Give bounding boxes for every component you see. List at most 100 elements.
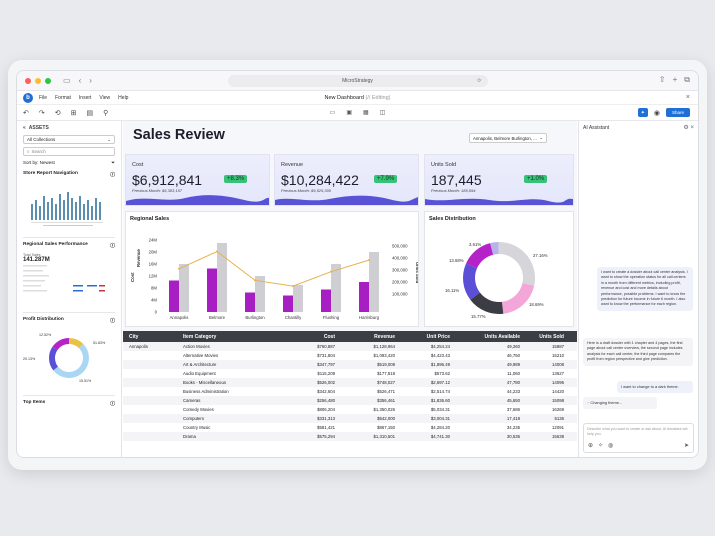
y-tick-label: 24M: [149, 238, 158, 243]
asset-card-profit-distribution[interactable]: Profit Distribution ⓘ 12.52% 51.83% 20.13…: [23, 317, 115, 387]
table-row[interactable]: Cameras $256,480 $356,461 $1,836.60 45,650 15…: [123, 396, 577, 405]
send-icon[interactable]: ➤: [683, 443, 689, 449]
kpi-units-sold[interactable]: Units Sold 187,445 +1.0% Previous Month:…: [424, 154, 574, 206]
kpi-value: $6,912,841: [132, 172, 203, 188]
bar-revenue: [217, 243, 227, 312]
col-header-cost[interactable]: Cost: [323, 333, 335, 340]
redo-icon[interactable]: ↷: [38, 109, 45, 117]
filter-icon[interactable]: ⏷: [111, 160, 115, 165]
table-cell: 15638: [552, 434, 564, 439]
insert-shape-icon[interactable]: ◫: [379, 110, 386, 116]
close-window-button[interactable]: [25, 77, 31, 84]
asset-card-top-items[interactable]: Top Items ⓘ: [23, 400, 115, 407]
preview-eye-icon[interactable]: ◉: [653, 109, 660, 117]
table-row[interactable]: Comedy Movies $806,204 $1,350,026 $5,034.31…: [123, 405, 577, 414]
mic-icon[interactable]: ◍: [608, 443, 614, 449]
insert-image-icon[interactable]: ▣: [346, 110, 352, 116]
back-icon[interactable]: ‹: [78, 76, 82, 85]
kpi-revenue[interactable]: Revenue $10,284,422 +7.9% Previous Month…: [274, 154, 419, 206]
table-row[interactable]: Books - Miscellaneous $526,002 $748,027 $2,…: [123, 378, 577, 387]
add-data-icon[interactable]: ⊞: [70, 109, 77, 117]
insert-visual-icon[interactable]: ▦: [363, 110, 369, 116]
asset-card-regional-sales[interactable]: Regional Sales Performance ⓘ Total Sales …: [23, 242, 115, 304]
table-cell: $256,480: [317, 398, 335, 403]
ai-assistant-toggle-icon[interactable]: ✦: [637, 108, 648, 117]
bar-cost: [207, 268, 217, 312]
close-icon[interactable]: ×: [685, 94, 690, 101]
table-cell: Alternative Movies: [183, 353, 219, 358]
url-bar[interactable]: MicroStrategy ⟳: [227, 75, 488, 87]
col-header-revenue[interactable]: Revenue: [374, 333, 395, 340]
table-row[interactable]: Art & Architecture $347,797 $519,009 $1,896…: [123, 360, 577, 369]
page-icon[interactable]: ▤: [86, 109, 94, 117]
regional-sales-panel[interactable]: Regional Sales 0 4M 8M 12M 16M 20M 24M 100,000 2…: [125, 211, 420, 327]
share-icon[interactable]: ⇧: [658, 75, 666, 84]
menu-format[interactable]: Format: [55, 94, 71, 101]
city-filter-select[interactable]: Annapolis, Belmore Burlington, ... ⌄: [469, 133, 547, 143]
share-button[interactable]: Share: [665, 108, 690, 117]
col-header-unit-price[interactable]: Unit Price: [426, 333, 450, 340]
menu-insert[interactable]: Insert: [78, 94, 92, 101]
collection-select[interactable]: All Collections ⌄: [23, 135, 115, 144]
ai-prompt-input[interactable]: Describe what you want to create or ask …: [583, 423, 694, 453]
table-cell: 44,233: [506, 389, 520, 394]
menu-help[interactable]: Help: [118, 94, 129, 101]
ai-close-icon[interactable]: ×: [690, 125, 694, 131]
assets-collapse-icon[interactable]: «: [23, 125, 26, 131]
new-tab-icon[interactable]: +: [672, 75, 678, 84]
table-row[interactable]: Country Music $581,421 $867,150 $4,284.20 34…: [123, 423, 577, 432]
donut-slice: [69, 338, 84, 349]
menu-file[interactable]: File: [39, 94, 48, 101]
info-icon[interactable]: ⓘ: [110, 173, 115, 178]
undo-icon[interactable]: ↶: [23, 109, 29, 117]
table-cell: $1,093,420: [373, 353, 395, 358]
y2-tick-label: 200,000: [392, 280, 408, 285]
table-cell: 46,750: [506, 353, 520, 358]
menu-view[interactable]: View: [99, 94, 111, 101]
minimize-window-button[interactable]: [35, 77, 41, 84]
search-placeholder: Search: [31, 149, 46, 154]
sort-select[interactable]: Sort by: Newest: [23, 160, 55, 165]
table-row[interactable]: Audio Equipment $115,209 $177,818 $573.62 11…: [123, 369, 577, 378]
document-title: New Dashboard (// Editing): [324, 95, 390, 101]
refresh-icon[interactable]: ⟲: [54, 109, 61, 117]
col-header-units-available[interactable]: Units Available: [484, 333, 520, 340]
point-units-sold: [368, 259, 370, 262]
col-header-units-sold[interactable]: Units Sold: [539, 333, 564, 340]
asset-card-store-report[interactable]: Store Report Navigation ⓘ: [23, 171, 115, 229]
col-header-item-category[interactable]: Item Category: [183, 333, 217, 340]
info-icon[interactable]: ⓘ: [110, 402, 115, 407]
kpi-sparkline: [275, 195, 418, 205]
filter-toolbar-icon[interactable]: ⚲: [103, 109, 109, 117]
assets-sidebar: «ASSETS All Collections ⌄ ⌕ Search Sort by…: [17, 121, 122, 457]
table-cell: 15210: [552, 353, 564, 358]
table-cell: $177,818: [377, 371, 395, 376]
kpi-cost[interactable]: Cost $6,912,841 +8.3% Previous Month: $6…: [125, 154, 270, 206]
browser-titlebar: ▭ ‹ › MicroStrategy ⟳ ⇧ + ⧉: [17, 71, 698, 91]
table-row[interactable]: Business Administration $342,604 $526,471 $…: [123, 387, 577, 396]
assets-search-input[interactable]: ⌕ Search: [23, 147, 115, 156]
table-row[interactable]: Alternative Movies $731,804 $1,093,420 $4,4…: [123, 351, 577, 360]
forward-icon[interactable]: ›: [89, 76, 92, 85]
maximize-window-button[interactable]: [45, 77, 51, 84]
table-cell: $581,421: [317, 425, 335, 430]
ai-settings-icon[interactable]: ⚙: [683, 125, 689, 131]
table-row[interactable]: Drama $575,294 $1,310,501 $4,741.30 30,535 15…: [123, 432, 577, 441]
sidebar-toggle-icon[interactable]: ▭: [63, 76, 71, 85]
table-cell: 5136: [554, 416, 564, 421]
col-header-city[interactable]: City: [129, 333, 139, 340]
magic-icon[interactable]: ✧: [598, 443, 604, 449]
tabs-icon[interactable]: ⧉: [684, 75, 690, 84]
table-row[interactable]: Computers $331,313 $542,000 $3,004.31 17,418…: [123, 414, 577, 423]
info-icon[interactable]: ⓘ: [110, 244, 115, 249]
add-icon[interactable]: ⊕: [588, 443, 594, 449]
table-row[interactable]: Annapolis Action Movies $760,887 $1,128,964…: [123, 342, 577, 351]
reload-icon[interactable]: ⟳: [477, 78, 482, 84]
y2-tick-label: 300,000: [392, 268, 408, 273]
info-icon[interactable]: ⓘ: [110, 319, 115, 324]
sales-distribution-panel[interactable]: Sales Distribution 3.61% 27.16% 18.69% 15.7…: [424, 211, 574, 327]
kpi-sparkline: [126, 195, 269, 205]
insert-text-icon[interactable]: ▭: [329, 110, 336, 116]
donut-slice: [49, 346, 59, 371]
kpi-title: Cost: [132, 162, 144, 168]
